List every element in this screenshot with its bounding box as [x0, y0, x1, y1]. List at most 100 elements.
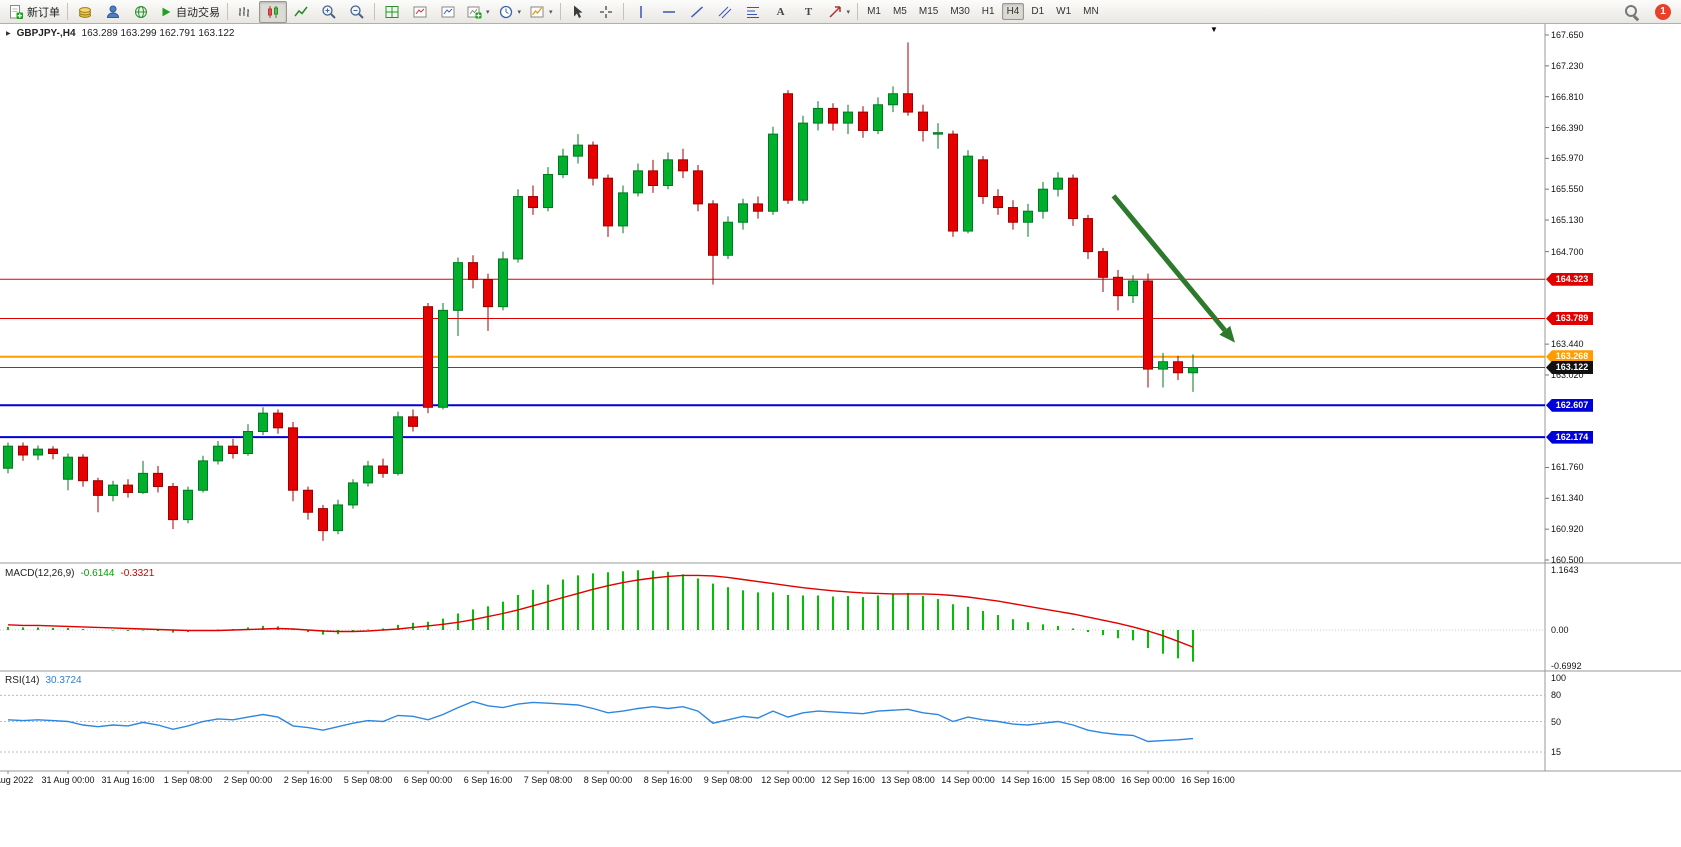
candle-body: [408, 416, 418, 427]
user-icon: [106, 5, 120, 18]
period-button[interactable]: ▾: [494, 1, 526, 23]
arrow-tool-icon: [829, 5, 841, 18]
cursor-icon: [573, 5, 583, 18]
candle-body: [498, 258, 508, 308]
community-button[interactable]: [127, 1, 155, 23]
scroll-to-end-icon[interactable]: ▼: [1210, 25, 1218, 34]
candle-body: [153, 472, 163, 488]
candle-body: [453, 262, 463, 311]
candle-body: [1158, 361, 1168, 370]
notification-badge[interactable]: 1: [1655, 3, 1671, 20]
timeframe-button-d1[interactable]: D1: [1031, 6, 1045, 17]
fibonacci-tool-button[interactable]: [739, 1, 767, 23]
candle-body: [528, 196, 538, 209]
candle-body: [168, 486, 178, 521]
candle-body: [33, 448, 43, 456]
candle-body: [1038, 188, 1048, 212]
new-order-icon: [10, 4, 23, 19]
dropdown-caret-icon: ▾: [486, 8, 490, 16]
candle-body: [78, 456, 88, 482]
candle-body: [993, 196, 1003, 209]
symbol-header: ▶ GBPJPY-,H4 163.289 163.299 162.791 163…: [6, 28, 234, 39]
candle-body: [978, 159, 988, 198]
candle-body: [573, 144, 583, 157]
candle-body: [888, 93, 898, 106]
deposit-button[interactable]: [71, 1, 99, 23]
candle-body: [393, 416, 403, 474]
candle-body: [1188, 367, 1198, 374]
new-order-button[interactable]: 新订单: [4, 1, 64, 23]
candle-body: [768, 133, 778, 212]
candle-body: [123, 484, 133, 493]
macd-signal-value: -0.3321: [120, 568, 155, 579]
bar-chart-button[interactable]: [231, 1, 259, 23]
search-icon: [1624, 4, 1639, 19]
vertical-line-tool-button[interactable]: [627, 1, 655, 23]
line-chart-icon: [294, 6, 308, 16]
timeframe-button-m15[interactable]: M15: [918, 6, 939, 17]
candlestick-chart-button[interactable]: [259, 0, 287, 23]
clock-icon: [499, 5, 512, 18]
candle-body: [288, 427, 298, 491]
autotrading-button[interactable]: 自动交易: [155, 1, 224, 23]
trendline-tool-button[interactable]: [683, 1, 711, 23]
crosshair-tool-button[interactable]: [592, 1, 620, 23]
candle-body: [708, 203, 718, 256]
candle-body: [678, 159, 688, 172]
toolbar-divider: [622, 3, 624, 20]
timeframe-button-m1[interactable]: M1: [867, 6, 881, 17]
zoom-in-button[interactable]: [315, 1, 343, 23]
timeframe-button-mn[interactable]: MN: [1083, 6, 1099, 17]
candle-body: [363, 465, 373, 484]
search-button[interactable]: [1617, 1, 1645, 23]
vertical-line-icon: [639, 5, 642, 18]
candle-body: [378, 465, 388, 474]
candle-body: [228, 445, 238, 455]
trend-arrow-shaft[interactable]: [1111, 194, 1227, 332]
template-button[interactable]: ▾: [525, 1, 557, 23]
candle-body: [933, 132, 943, 135]
cascade-charts-button[interactable]: [434, 1, 462, 23]
candle-body: [948, 133, 958, 232]
new-chart-button[interactable]: ▾: [462, 1, 494, 23]
candle-body: [183, 489, 193, 521]
channel-tool-button[interactable]: [711, 1, 739, 23]
text-tool-button[interactable]: A: [767, 1, 795, 23]
toolbar: 新订单 自动交易 ▾ ▾: [0, 0, 1681, 24]
candle-body: [483, 279, 493, 308]
label-tool-button[interactable]: T: [795, 1, 823, 23]
play-icon: [162, 7, 171, 16]
dropdown-caret-icon: ▾: [549, 8, 553, 16]
arrange-charts-button[interactable]: [406, 1, 434, 23]
candle-body: [693, 170, 703, 205]
timeframe-button-m30[interactable]: M30: [950, 6, 970, 17]
coins-icon: [79, 6, 91, 18]
trend-arrow-head[interactable]: [1219, 325, 1235, 343]
arrows-tool-button[interactable]: ▾: [823, 1, 855, 23]
zoom-in-icon: [322, 4, 336, 19]
candle-body: [48, 448, 58, 455]
tile-windows-button[interactable]: [378, 1, 406, 23]
timeframe-toolbar: M1 M5 M15 M30 H1 H4 D1 W1 MN: [861, 3, 1105, 20]
fibonacci-icon: [746, 6, 759, 18]
timeframe-button-h4[interactable]: H4: [1001, 3, 1025, 20]
candle-body: [918, 111, 928, 131]
candle-body: [543, 174, 553, 209]
candle-body: [1098, 251, 1108, 278]
timeframe-button-h1[interactable]: H1: [981, 6, 995, 17]
timeframe-button-m5[interactable]: M5: [892, 6, 907, 17]
candle-body: [1173, 361, 1183, 374]
zoom-out-button[interactable]: [343, 1, 371, 23]
candle-body: [93, 480, 103, 496]
candle-body: [1128, 280, 1138, 297]
horizontal-line-tool-button[interactable]: [655, 1, 683, 23]
line-chart-button[interactable]: [287, 1, 315, 23]
mini-chart-icon: [413, 6, 427, 17]
toolbar-divider: [559, 3, 561, 20]
candle-body: [303, 489, 313, 513]
timeframe-button-w1[interactable]: W1: [1056, 6, 1072, 17]
candle-body: [63, 456, 73, 480]
cursor-tool-button[interactable]: [564, 1, 592, 23]
account-button[interactable]: [99, 1, 127, 23]
